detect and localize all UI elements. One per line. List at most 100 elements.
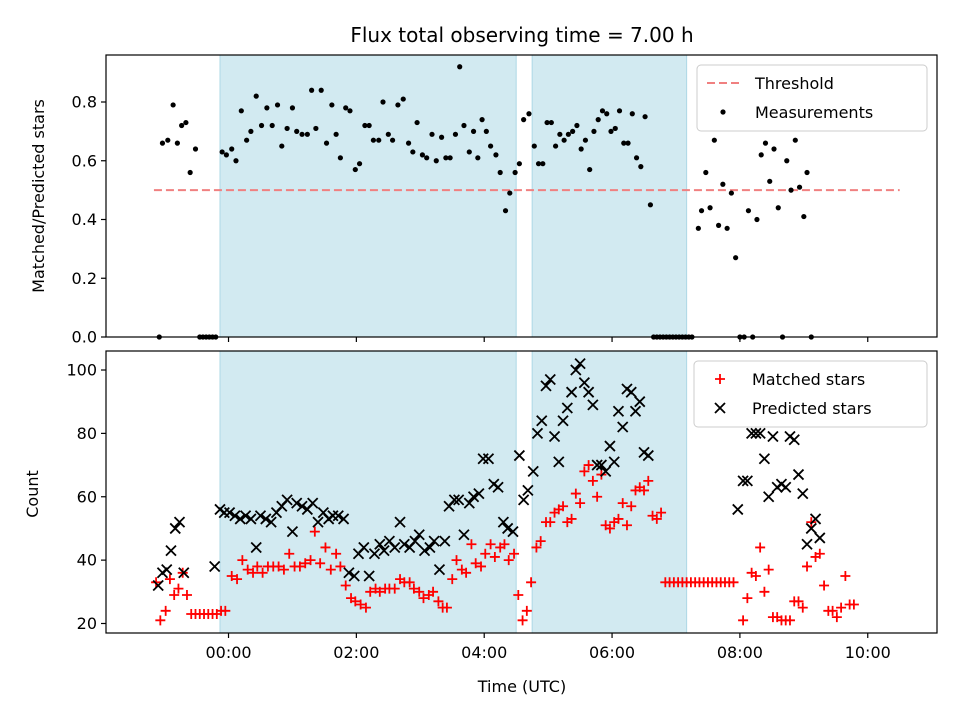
measurement-point <box>724 225 730 231</box>
measurement-point <box>552 143 559 149</box>
measurement-point <box>343 105 349 111</box>
predicted-stars-point <box>741 475 753 487</box>
matched-stars-point <box>257 567 268 578</box>
predicted-stars-point <box>433 563 446 576</box>
predicted-stars-point <box>792 468 805 481</box>
matched-stars-point <box>503 555 514 566</box>
predicted-stars-point <box>477 453 489 465</box>
predicted-stars-point <box>378 544 390 557</box>
measurement-point <box>447 155 453 161</box>
predicted-stars-point <box>173 516 186 528</box>
x-tick-label: 02:00 <box>333 643 379 662</box>
measurement-point <box>488 143 494 149</box>
measurement-point <box>578 146 584 152</box>
predicted-stars-point <box>260 513 272 525</box>
measurement-point <box>414 119 420 126</box>
predicted-stars-point <box>312 516 324 528</box>
predicted-stars-point <box>458 529 470 541</box>
matched-stars-point <box>451 555 462 566</box>
matched-stars-point <box>315 558 326 569</box>
y-tick-label: 100 <box>66 361 97 380</box>
x-axis-label: Time (UTC) <box>477 677 566 696</box>
matched-stars-point <box>331 548 342 559</box>
plot-marks <box>153 64 900 340</box>
predicted-stars-point <box>578 377 590 389</box>
predicted-stars-point <box>570 364 582 376</box>
predicted-stars-point <box>591 459 603 471</box>
measurement-point <box>612 125 618 132</box>
matched-stars-point <box>797 602 808 613</box>
measurement-point <box>309 87 315 93</box>
measurement-point <box>233 158 239 164</box>
predicted-stars-point <box>805 522 817 535</box>
predicted-stars-point <box>296 500 308 512</box>
matched-stars-point <box>656 507 667 518</box>
measurement-point <box>244 137 250 143</box>
measurement-point <box>318 87 324 93</box>
x-tick-label: 06:00 <box>589 643 635 662</box>
predicted-stars-point <box>286 525 299 538</box>
predicted-stars-point <box>223 506 236 519</box>
legend: Threshold Measurements <box>696 64 928 132</box>
predicted-stars-point <box>348 570 360 582</box>
predicted-stars-point <box>612 405 625 417</box>
predicted-stars-point <box>169 522 181 535</box>
measurement-point <box>174 140 180 146</box>
matched-stars-point <box>414 586 425 597</box>
measurement-point <box>479 117 485 123</box>
predicted-stars-point <box>463 497 475 509</box>
predicted-stars-point <box>758 453 771 465</box>
predicted-stars-point <box>517 494 530 506</box>
predicted-stars-point <box>307 497 319 509</box>
measurement-point <box>461 122 467 129</box>
matched-stars-point <box>461 567 472 578</box>
matched-stars-point <box>763 564 774 575</box>
predicted-stars-point <box>767 430 779 443</box>
predicted-stars-point <box>502 522 514 535</box>
predicted-stars-point <box>497 516 510 528</box>
predicted-stars-point <box>218 506 230 519</box>
matched-stars-point <box>583 460 594 471</box>
matched-stars-point <box>226 570 237 581</box>
matched-stars-point <box>531 542 542 553</box>
predicted-stars-point <box>557 415 569 427</box>
matched-stars-point <box>389 583 400 594</box>
measurement-point <box>304 131 310 137</box>
predicted-stars-point <box>178 567 190 579</box>
predicted-stars-point <box>604 440 616 452</box>
measurement-point <box>405 140 412 146</box>
measurement-point <box>629 111 635 117</box>
predicted-stars-point <box>374 538 386 550</box>
measurement-point <box>792 137 798 143</box>
predicted-stars-point <box>732 503 744 516</box>
predicted-stars-point <box>413 529 425 541</box>
predicted-stars-point <box>343 567 355 579</box>
measurement-point <box>502 208 509 214</box>
matched-stars-point <box>617 498 628 509</box>
measurement-point <box>587 166 593 173</box>
measurement-point <box>313 125 319 132</box>
measurement-point <box>561 137 567 143</box>
matched-stars-point <box>155 615 166 626</box>
measurement-point <box>728 190 734 196</box>
predicted-stars-point <box>229 510 241 522</box>
legend-predicted-stars-swatch <box>714 402 726 414</box>
matched-stars-point <box>418 593 429 604</box>
measurement-point <box>647 202 654 208</box>
matched-stars-point <box>814 548 825 559</box>
predicted-stars-point <box>780 481 792 493</box>
measurement-point <box>599 108 606 114</box>
measurement-point <box>165 137 171 143</box>
measurement-point <box>707 205 713 211</box>
predicted-stars-point <box>265 516 277 528</box>
measurement-point <box>801 213 807 220</box>
predicted-stars-point <box>544 373 556 386</box>
matched-stars-point <box>466 539 477 550</box>
predicted-stars-point <box>358 541 370 554</box>
matched-stars-point <box>408 583 419 594</box>
measurement-point <box>745 208 752 214</box>
matched-stars-point <box>335 561 346 572</box>
measurement-point <box>703 169 709 176</box>
measurement-point <box>582 137 589 143</box>
